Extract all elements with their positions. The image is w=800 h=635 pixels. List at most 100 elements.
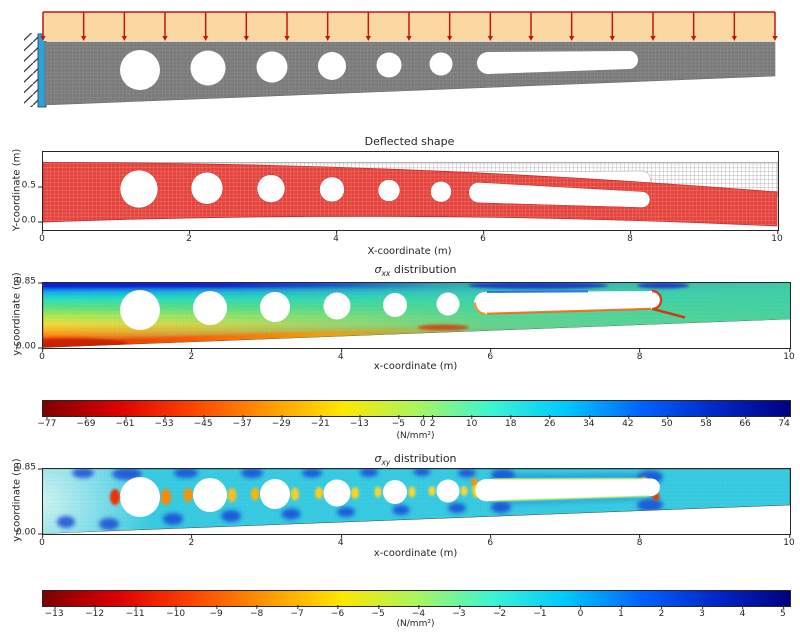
tick-label: 1 (618, 605, 624, 619)
tick-label: 0.00 (15, 341, 43, 352)
sigma-symbol: σ (374, 263, 382, 276)
sxy-holes (120, 477, 660, 517)
tick-label: −5 (371, 605, 385, 619)
beam-slot (477, 51, 638, 74)
tick-label: 50 (661, 415, 673, 429)
tick-label: 66 (739, 415, 751, 429)
tick-label: −8 (249, 605, 264, 619)
tick-label: −69 (76, 415, 96, 429)
tick-label: 0.00 (15, 527, 43, 538)
sxx-x-ticks: 0 2 4 6 8 10 (39, 348, 795, 362)
tick-label: 2 (186, 230, 192, 244)
tick-label: −1 (533, 605, 547, 619)
sxy-slot-edges (492, 477, 650, 502)
sigma-symbol: σ (374, 452, 382, 465)
beam-holes (120, 50, 638, 90)
tick-label: −7 (290, 605, 304, 619)
deformed-mesh (43, 162, 778, 227)
tick-label: −77 (37, 415, 57, 429)
tick-label: 10 (465, 415, 478, 429)
tick-label: 8 (636, 348, 643, 362)
tick-label: 2 (188, 534, 195, 548)
deflected-axes (42, 151, 779, 231)
tick-label: 6 (487, 534, 494, 548)
sxy-x-axis-label: x-coordinate (m) (373, 548, 458, 559)
tick-label: 2 (429, 415, 436, 429)
colorbar-sxy-unit-label: (N/mm²) (396, 619, 435, 629)
tick-label: −6 (330, 605, 345, 619)
tick-label: 4 (337, 348, 344, 362)
beam-load-schematic (24, 11, 778, 108)
tick-label: −13 (349, 415, 369, 429)
title-rest: distribution (390, 263, 457, 276)
tick-label: 3 (699, 605, 705, 619)
tick-label: 0.85 (15, 276, 43, 287)
tick-label: 0.5 (21, 180, 43, 191)
sxx-holes (120, 290, 661, 330)
tick-label: 26 (544, 415, 556, 429)
tick-label: 4 (333, 230, 339, 244)
tick-label: −29 (271, 415, 291, 429)
tick-label: 34 (583, 415, 595, 429)
sxx-x-axis-label: x-coordinate (m) (373, 361, 458, 372)
tick-label: 0 (419, 415, 426, 429)
tick-label: 58 (700, 415, 712, 429)
tick-label: 2 (658, 605, 665, 619)
tick-label: 0 (39, 534, 45, 548)
tick-label: 8 (636, 534, 643, 548)
tick-label: 10 (771, 230, 783, 244)
sigma-subscript: xy (381, 458, 391, 468)
tick-label: 4 (739, 605, 746, 619)
colorbar-sxy-ticks: −13 −12 −11 −10 −9 −8 −7 −6 −5 −4 −3 −2 −1 0 1 2 3 4 5 (42, 605, 789, 619)
wall-hatching (24, 33, 38, 107)
plot-title-deflected: Deflected shape (364, 135, 455, 148)
tick-label: 6 (480, 230, 486, 244)
sigma-subscript: xx (381, 269, 391, 279)
title-rest: distribution (390, 452, 457, 465)
sxx-y-ticks: 0.85 0.00 (10, 277, 43, 351)
tick-label: 5 (780, 605, 786, 619)
colorbar-sxx-unit-label: (N/mm²) (396, 431, 435, 441)
sxx-slot-edge-accents (473, 289, 686, 319)
tick-label: −9 (209, 605, 223, 619)
tick-label: 0 (577, 605, 584, 619)
plot-title-sigma-xy: σxy distribution (42, 452, 789, 467)
tick-label: −37 (232, 415, 252, 429)
colorbar-sigma-xx (42, 400, 791, 417)
tick-label: 8 (627, 230, 633, 244)
deflected-y-ticks: 0.5 0.0 (10, 151, 43, 229)
tick-label: −4 (411, 605, 426, 619)
tick-label: 6 (487, 348, 494, 362)
tick-label: −2 (492, 605, 507, 619)
tick-label: 0 (39, 348, 45, 362)
colorbar-sigma-xy (42, 590, 791, 607)
sxy-x-ticks: 0 2 4 6 8 10 (39, 534, 795, 548)
tick-label: −3 (452, 605, 466, 619)
load-arrows (40, 12, 778, 41)
tick-label: −5 (391, 415, 406, 429)
tick-label: 18 (504, 415, 517, 429)
tick-label: −11 (125, 605, 145, 619)
tick-label: 0.85 (15, 462, 43, 473)
tick-label: −12 (85, 605, 105, 619)
tick-label: −10 (166, 605, 186, 619)
plot-title-sigma-xx: σxx distribution (42, 263, 789, 278)
tick-label: 0.0 (21, 215, 43, 226)
deflected-x-ticks: 0 2 4 6 8 10 (39, 230, 783, 244)
tick-label: 2 (188, 348, 195, 362)
tick-label: −21 (310, 415, 330, 429)
tick-label: −53 (154, 415, 174, 429)
sigma-xx-axes (42, 282, 791, 349)
deflected-x-axis-label: X-coordinate (m) (367, 246, 452, 257)
tick-label: −13 (44, 605, 64, 619)
tick-label: −61 (115, 415, 135, 429)
tick-label: −45 (193, 415, 213, 429)
tick-label: 10 (783, 534, 795, 548)
sxy-y-ticks: 0.85 0.00 (10, 463, 43, 537)
tick-label: 4 (337, 534, 344, 548)
colorbar-sxx-ticks: −77 −69 −61 −53 −45 −37 −29 −21 −13 −5 0 2 10 18 26 34 4… (37, 415, 790, 429)
sigma-xy-axes (42, 468, 791, 535)
tick-label: 42 (622, 415, 634, 429)
tick-label: 0 (39, 230, 45, 244)
